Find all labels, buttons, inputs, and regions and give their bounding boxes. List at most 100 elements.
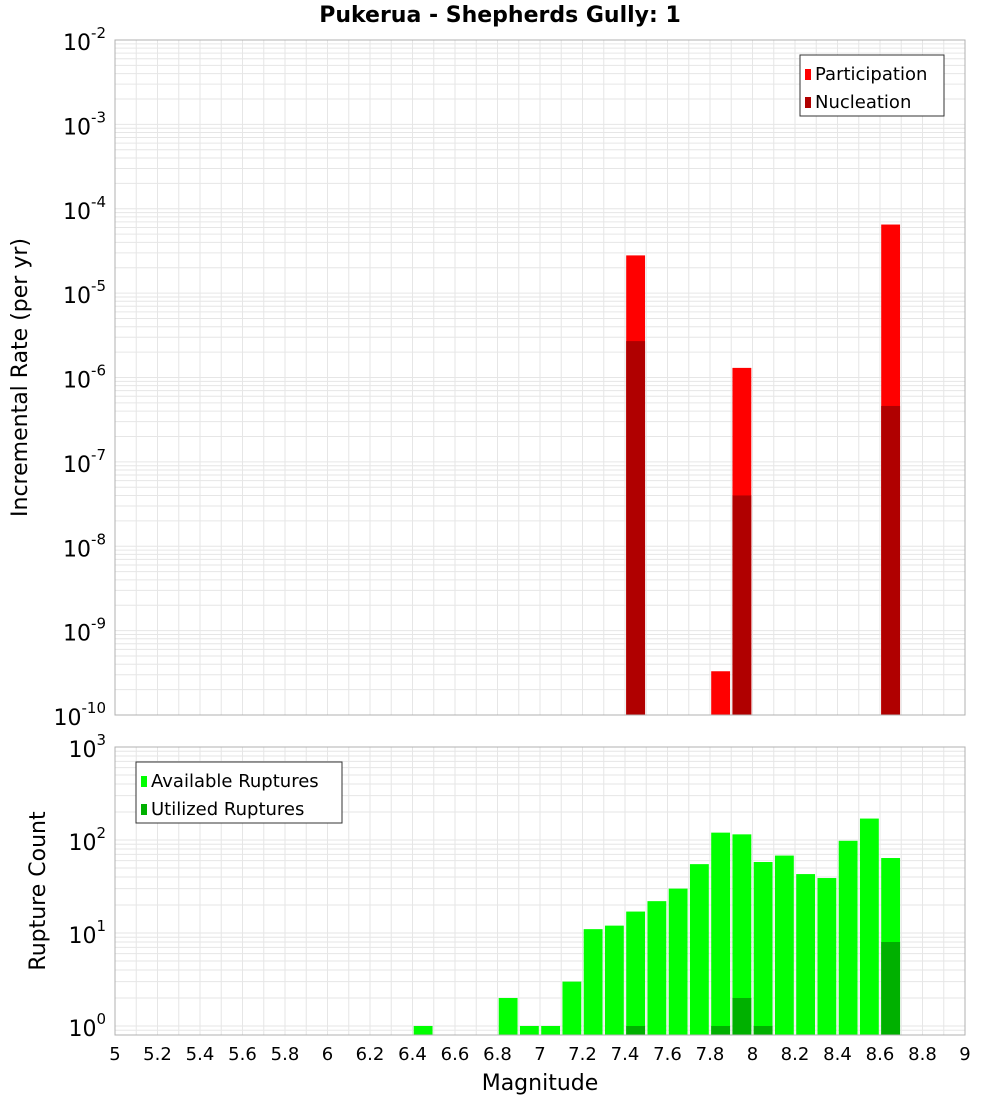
y-tick-base: 10 <box>63 453 91 478</box>
x-tick-label: 7 <box>534 1044 545 1065</box>
nucleation-bar <box>732 495 752 715</box>
available-ruptures-bar <box>647 901 667 1035</box>
available-ruptures-bar <box>774 855 794 1035</box>
x-tick-label: 8.4 <box>823 1044 852 1065</box>
y-tick-base: 10 <box>63 537 91 562</box>
y-tick-base: 10 <box>68 1017 96 1042</box>
x-tick-label: 8.6 <box>866 1044 895 1065</box>
y-tick-exponent: -7 <box>91 446 106 464</box>
legend-box <box>799 54 945 117</box>
y-axis-label: Rupture Count <box>26 811 51 971</box>
available-ruptures-bar <box>689 864 709 1035</box>
y-tick-label: 101 <box>68 917 106 949</box>
y-tick-base: 10 <box>63 115 91 140</box>
nucleation-bar <box>881 405 901 715</box>
x-tick-label: 7.8 <box>696 1044 725 1065</box>
plot-frame <box>114 746 966 1036</box>
available-ruptures-bar <box>838 840 858 1035</box>
available-ruptures-bar <box>626 911 646 1035</box>
y-tick-base: 10 <box>63 284 91 309</box>
available-ruptures-bar <box>562 981 582 1035</box>
y-tick-label: 10-3 <box>63 108 106 140</box>
legend-swatch <box>805 97 811 108</box>
available-ruptures-bar <box>519 1025 539 1035</box>
x-tick-label: 9 <box>959 1044 970 1065</box>
available-ruptures-bar <box>796 874 816 1035</box>
y-tick-base: 10 <box>54 706 82 731</box>
y-tick-label: 10-4 <box>63 193 106 225</box>
y-tick-base: 10 <box>68 831 96 856</box>
utilized-ruptures-bar <box>753 1025 773 1035</box>
plot-frame <box>114 39 966 716</box>
y-tick-base: 10 <box>68 924 96 949</box>
legend-swatch <box>141 776 147 787</box>
y-tick-exponent: -10 <box>82 699 107 717</box>
utilized-ruptures-bar <box>626 1025 646 1035</box>
y-tick-base: 10 <box>63 369 91 394</box>
participation-bar <box>711 671 731 715</box>
y-tick-base: 10 <box>63 622 91 647</box>
y-tick-label: 10-2 <box>63 24 106 56</box>
y-tick-exponent: -2 <box>91 24 106 42</box>
y-tick-exponent: -6 <box>91 362 106 380</box>
x-tick-label: 6.8 <box>483 1044 512 1065</box>
y-tick-exponent: 0 <box>96 1010 106 1028</box>
available-ruptures-bar <box>668 888 688 1035</box>
y-tick-label: 10-9 <box>63 615 106 647</box>
y-tick-label: 100 <box>68 1010 106 1042</box>
x-tick-label: 6 <box>322 1044 333 1065</box>
utilized-ruptures-bar <box>732 997 752 1035</box>
y-tick-exponent: -5 <box>91 277 106 295</box>
y-tick-base: 10 <box>63 31 91 56</box>
x-tick-label: 8 <box>747 1044 758 1065</box>
y-tick-label: 10-8 <box>63 530 106 562</box>
legend-label: Available Ruptures <box>151 771 319 792</box>
available-ruptures-bar <box>604 925 624 1035</box>
utilized-ruptures-bar <box>711 1025 731 1035</box>
available-ruptures-bar <box>817 878 837 1035</box>
x-tick-label: 6.2 <box>356 1044 385 1065</box>
legend-box <box>135 761 343 824</box>
y-tick-exponent: -9 <box>91 615 106 633</box>
chart-title: Pukerua - Shepherds Gully: 1 <box>319 3 681 28</box>
y-tick-exponent: -8 <box>91 530 106 548</box>
available-ruptures-bar <box>732 834 752 1035</box>
utilized-ruptures-bar <box>881 942 901 1035</box>
legend-swatch <box>141 804 147 815</box>
x-tick-label: 5.4 <box>186 1044 215 1065</box>
x-tick-label: 8.2 <box>781 1044 810 1065</box>
x-axis-label: Magnitude <box>482 1071 599 1096</box>
y-tick-exponent: 1 <box>96 917 106 935</box>
legend-label: Participation <box>815 64 927 85</box>
available-ruptures-bar <box>583 929 603 1035</box>
legend-swatch <box>805 69 811 80</box>
x-tick-label: 7.4 <box>611 1044 640 1065</box>
available-ruptures-bar <box>711 832 731 1035</box>
y-tick-label: 10-6 <box>63 362 106 394</box>
available-ruptures-bar <box>859 818 879 1035</box>
x-tick-label: 5 <box>109 1044 120 1065</box>
y-tick-exponent: 2 <box>96 824 106 842</box>
y-tick-exponent: -3 <box>91 108 106 126</box>
y-tick-base: 10 <box>63 200 91 225</box>
x-tick-label: 6.6 <box>441 1044 470 1065</box>
available-ruptures-bar <box>753 861 773 1035</box>
available-ruptures-bar <box>498 997 518 1035</box>
x-tick-label: 5.6 <box>228 1044 257 1065</box>
y-axis-label: Incremental Rate (per yr) <box>8 238 33 517</box>
x-tick-label: 7.6 <box>653 1044 682 1065</box>
y-tick-label: 10-10 <box>54 699 107 731</box>
x-tick-label: 6.4 <box>398 1044 427 1065</box>
y-tick-label: 103 <box>68 731 106 763</box>
x-tick-label: 5.8 <box>271 1044 300 1065</box>
y-tick-exponent: 3 <box>96 731 106 749</box>
legend-label: Utilized Ruptures <box>151 799 304 820</box>
available-ruptures-bar <box>541 1025 561 1035</box>
legend-label: Nucleation <box>815 92 911 113</box>
x-tick-label: 8.8 <box>908 1044 937 1065</box>
y-tick-label: 102 <box>68 824 106 856</box>
x-tick-label: 5.2 <box>143 1044 172 1065</box>
y-tick-label: 10-5 <box>63 277 106 309</box>
